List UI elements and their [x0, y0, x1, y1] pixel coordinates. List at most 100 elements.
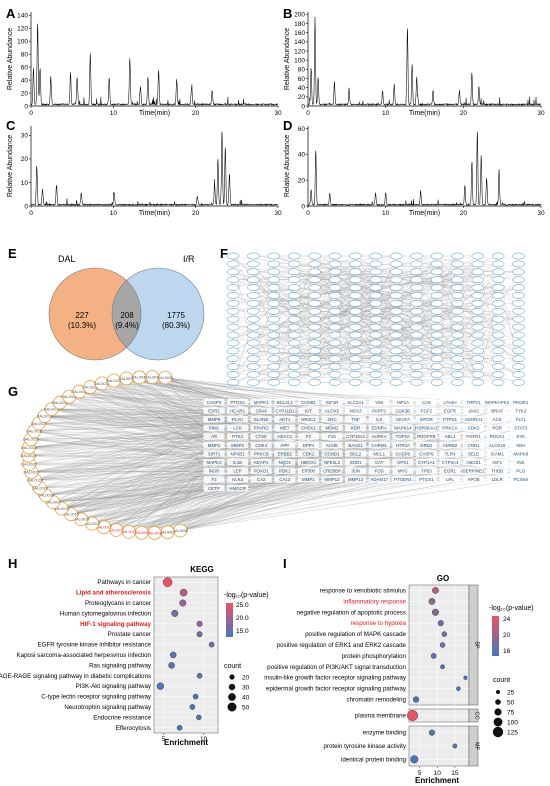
ppi-node: [410, 307, 423, 315]
network-edge: [167, 427, 521, 533]
target-node: [392, 467, 414, 474]
chrom-x-tick-label: 0: [29, 110, 33, 117]
ppi-node: [287, 379, 301, 386]
target-node-label: PGR: [492, 426, 502, 431]
panel-label-c: C: [6, 118, 16, 133]
target-node: [321, 441, 343, 449]
ppi-node: [267, 339, 281, 347]
target-node: [510, 433, 532, 440]
network-edge: [61, 479, 285, 509]
target-node: [274, 416, 296, 423]
go-term-label: epidermal growth factor receptor signali…: [266, 686, 407, 693]
target-node-label: CCND1: [324, 451, 340, 456]
ppi-node: [349, 300, 362, 307]
ppi-node: [308, 331, 321, 339]
go-term-label: protein tyrosine kinase activity: [323, 743, 406, 750]
ppi-node: [430, 252, 444, 260]
ppi-node: [491, 355, 505, 363]
ppi-network: [226, 252, 525, 386]
target-node: [250, 424, 272, 431]
ppi-node: [349, 260, 362, 268]
target-node: [274, 398, 296, 406]
target-node: [368, 441, 390, 449]
ppi-node: [267, 268, 281, 276]
target-node-label: PTGS2: [230, 400, 245, 405]
ppi-node: [308, 379, 321, 386]
network-edge: [29, 436, 427, 465]
network-edge: [30, 439, 262, 463]
target-node: [510, 467, 532, 474]
target-node: [227, 441, 249, 449]
network-edge: [44, 415, 262, 437]
chrom-trace: [30, 23, 279, 106]
target-node: [392, 398, 414, 406]
target-node-label: PIM1: [209, 426, 220, 431]
ppi-edge: [355, 287, 376, 312]
target-node: [297, 467, 319, 474]
target-node: [415, 424, 437, 431]
ppi-node: [308, 363, 321, 370]
ppi-edge: [294, 342, 499, 383]
ppi-edge: [436, 263, 478, 383]
ppi-node: [267, 331, 281, 339]
ppi-node: [226, 252, 240, 260]
target-node: [486, 441, 508, 449]
target-node-label: CHRM1: [371, 443, 387, 448]
ppi-edge: [273, 303, 336, 336]
kegg-bubble: [192, 693, 199, 700]
ppi-node: [471, 315, 485, 323]
kegg-legend-color-title: -log₁₀(p-value): [224, 592, 269, 599]
ppi-node: [430, 339, 444, 347]
network-edge: [167, 479, 521, 533]
ppi-edge: [314, 334, 499, 344]
ppi-edge: [457, 326, 519, 359]
ppi-node: [287, 292, 301, 299]
go-size-legend-dot: [493, 717, 503, 727]
target-node: [486, 459, 508, 466]
ppi-node: [267, 260, 281, 268]
target-node: [415, 441, 437, 449]
ppi-node: [491, 260, 505, 268]
ppi-edge: [334, 342, 397, 359]
target-node-label: F2: [306, 434, 312, 439]
network-edge: [28, 419, 262, 448]
target-node-label: AR: [211, 434, 217, 439]
go-size-tick-label: 75: [507, 709, 515, 716]
target-node: [368, 424, 390, 431]
target-node: [250, 467, 272, 474]
ppi-node: [491, 284, 505, 291]
ppi-node: [512, 347, 525, 355]
ppi-node: [328, 268, 342, 276]
ppi-node: [267, 292, 281, 299]
go-title: GO: [437, 574, 449, 583]
kegg-bubble: [196, 714, 202, 721]
network-edge: [53, 487, 215, 503]
chrom-x-tick-label: 30: [537, 210, 545, 217]
target-node-label: NFKB1: [231, 451, 246, 456]
ppi-node: [410, 371, 423, 378]
ppi-node: [247, 323, 260, 331]
target-node: [392, 433, 414, 440]
ppi-node: [512, 307, 525, 315]
ppi-edge: [477, 263, 519, 336]
ppi-node: [491, 252, 505, 260]
ppi-node: [247, 363, 260, 370]
ppi-node: [369, 331, 383, 339]
ppi-node: [349, 347, 362, 355]
network-edge: [59, 402, 356, 480]
ppi-node: [308, 371, 321, 378]
ppi-edge: [294, 374, 376, 383]
go-size-legend-dot: [494, 708, 502, 716]
target-node: [321, 467, 343, 474]
network-edge: [31, 453, 238, 473]
ppi-node: [512, 260, 525, 268]
target-node-label: TYK2: [515, 408, 527, 413]
ppi-node: [410, 252, 423, 260]
ppi-node: [451, 284, 464, 291]
ppi-edge: [314, 295, 397, 320]
target-node: [345, 450, 367, 457]
ppi-edge: [294, 271, 356, 312]
ppi-node: [410, 339, 423, 347]
network-edge: [44, 415, 215, 471]
target-node: [274, 424, 296, 431]
